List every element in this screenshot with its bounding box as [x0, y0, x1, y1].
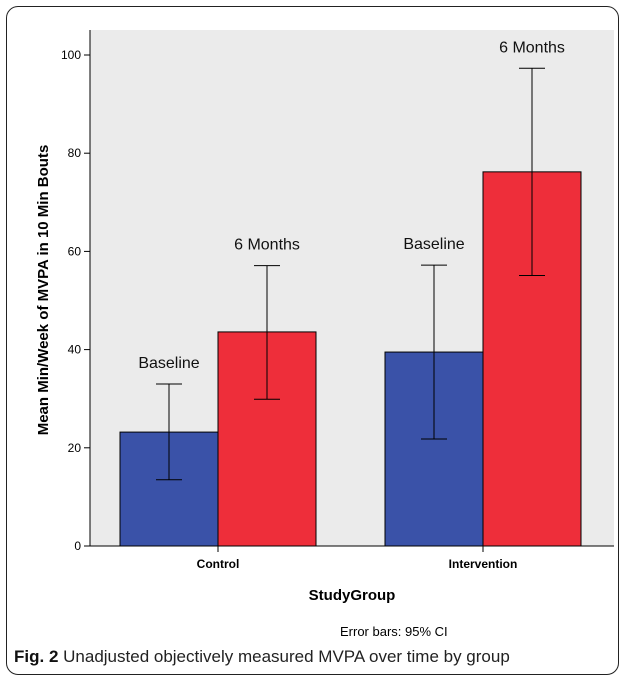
y-tick-label: 40 [68, 343, 82, 357]
x-category-label: Control [197, 557, 240, 571]
y-axis-title: Mean Min/Week of MVPA in 10 Min Bouts [35, 145, 52, 436]
x-category-label: Intervention [449, 557, 518, 571]
caption-text: Unadjusted objectively measured MVPA ove… [63, 647, 510, 666]
bar-series-label: 6 Months [499, 39, 565, 56]
y-tick-label: 20 [68, 441, 82, 455]
y-tick-label: 100 [61, 48, 81, 62]
y-tick-label: 0 [74, 539, 81, 553]
bars-layer: Baseline 6 Months Baseline 6 Months [119, 39, 582, 547]
bar-series-label: 6 Months [234, 237, 300, 254]
y-tick-label: 80 [68, 146, 82, 160]
x-axis-title: StudyGroup [309, 587, 396, 604]
bar-series-label: Baseline [403, 236, 464, 253]
error-bars-note: Error bars: 95% CI [340, 624, 448, 639]
caption-label: Fig. 2 [14, 647, 59, 666]
bar-series-label: Baseline [138, 355, 199, 372]
x-axis-categories: Control Intervention [197, 546, 518, 571]
y-axis-ticks: 0 20 40 60 80 100 [61, 48, 90, 553]
figure-caption: Fig. 2 Unadjusted objectively measured M… [14, 647, 510, 667]
y-tick-label: 60 [68, 244, 82, 258]
